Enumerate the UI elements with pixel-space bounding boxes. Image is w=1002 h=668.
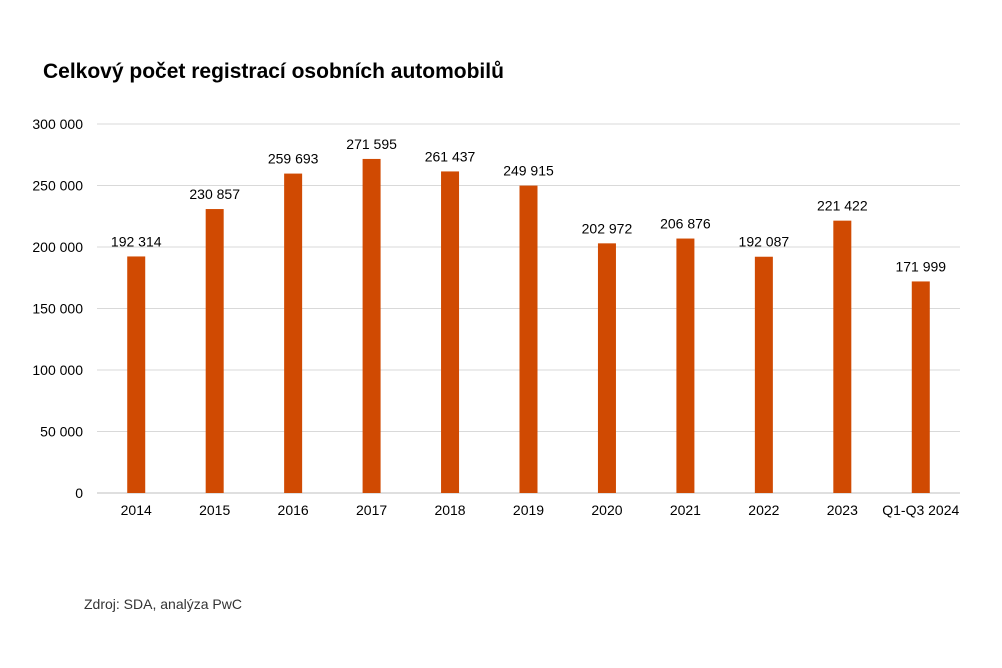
data-label: 261 437 — [425, 148, 476, 164]
y-axis-labels: 0 50 000 100 000 150 000 200 000 250 000 300 0… — [32, 116, 83, 501]
data-label: 259 693 — [268, 151, 319, 167]
data-label: 249 915 — [503, 163, 554, 179]
x-tick-label: 2014 — [121, 502, 152, 518]
data-label: 206 876 — [660, 216, 711, 232]
x-tick-label: 2019 — [513, 502, 544, 518]
bar — [362, 158, 381, 493]
bar — [127, 256, 146, 493]
y-tick-label: 300 000 — [32, 116, 83, 132]
bar — [441, 171, 460, 493]
y-tick-label: 200 000 — [32, 239, 83, 255]
data-label: 192 314 — [111, 233, 162, 249]
data-label: 271 595 — [346, 136, 397, 152]
bar — [754, 256, 773, 493]
chart-title: Celkový počet registrací osobních automo… — [43, 60, 504, 83]
data-label: 202 972 — [582, 220, 633, 236]
data-label: 192 087 — [739, 234, 790, 250]
x-axis-labels: 2014 2015 2016 2017 2018 2019 2020 2021 2022 2023… — [121, 502, 960, 518]
bar — [833, 220, 852, 493]
data-label: 221 422 — [817, 198, 868, 214]
bar — [205, 209, 224, 493]
x-tick-label: 2016 — [278, 502, 309, 518]
y-tick-label: 0 — [75, 485, 83, 501]
source-note: Zdroj: SDA, analýza PwC — [84, 596, 242, 612]
x-tick-label: Q1-Q3 2024 — [882, 502, 959, 518]
data-labels: 192 314 230 857 259 693 271 595 261 437 249 9… — [111, 136, 946, 275]
bar — [676, 238, 695, 493]
x-tick-label: 2015 — [199, 502, 230, 518]
x-tick-label: 2022 — [748, 502, 779, 518]
bars — [127, 158, 930, 493]
data-label: 230 857 — [189, 186, 240, 202]
y-tick-label: 150 000 — [32, 301, 83, 317]
y-tick-label: 50 000 — [40, 424, 83, 440]
data-label: 171 999 — [895, 258, 946, 274]
x-tick-label: 2023 — [827, 502, 858, 518]
x-tick-label: 2020 — [591, 502, 622, 518]
x-tick-label: 2018 — [434, 502, 465, 518]
bar — [597, 243, 616, 493]
y-tick-label: 100 000 — [32, 362, 83, 378]
bar — [284, 173, 303, 493]
x-tick-label: 2017 — [356, 502, 387, 518]
bar — [911, 281, 930, 493]
y-tick-label: 250 000 — [32, 178, 83, 194]
x-tick-label: 2021 — [670, 502, 701, 518]
bar — [519, 185, 538, 493]
